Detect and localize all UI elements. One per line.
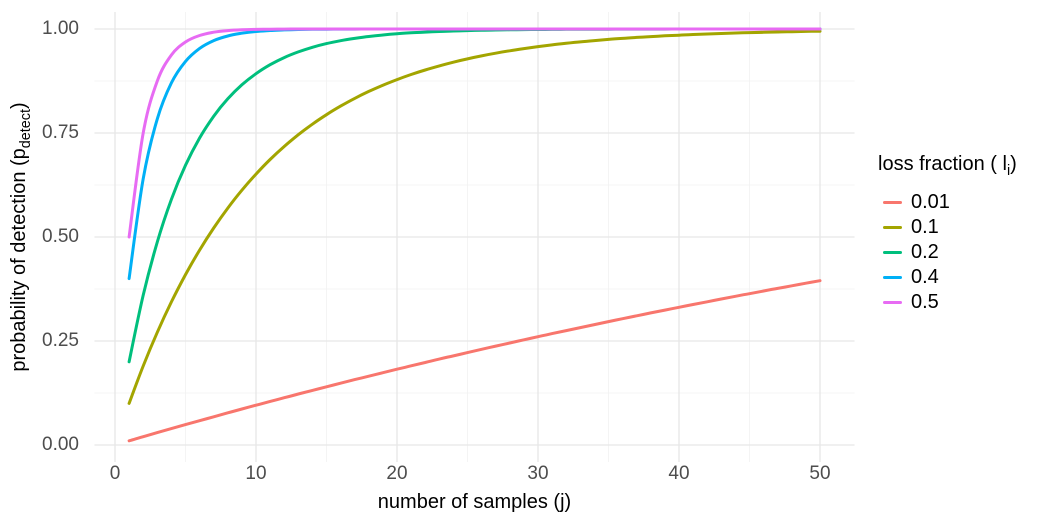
legend-item-label: 0.5 — [911, 291, 939, 313]
legend-item-0.2: 0.2 — [878, 240, 1017, 265]
legend-key-line — [883, 275, 902, 280]
x-tick-label: 30 — [527, 463, 549, 484]
legend-title-text: loss fraction ( l — [878, 153, 1007, 175]
legend: loss fraction ( li) 0.01 0.1 0.2 0.4 0.5 — [878, 153, 1017, 315]
x-tick-label: 10 — [245, 463, 267, 484]
x-tick-label: 50 — [809, 463, 831, 484]
legend-items: 0.01 0.1 0.2 0.4 0.5 — [878, 190, 1017, 315]
y-axis-title-close: ) — [8, 102, 30, 109]
legend-key-line — [883, 225, 902, 230]
legend-key-line — [883, 300, 902, 305]
legend-key-line — [883, 200, 902, 205]
legend-item-label: 0.4 — [911, 266, 939, 288]
y-axis-title-subscript: detect — [18, 109, 34, 149]
legend-title: loss fraction ( li) — [878, 153, 1017, 179]
x-tick-label: 0 — [109, 463, 121, 484]
legend-key-line — [883, 250, 902, 255]
legend-item-label: 0.1 — [911, 216, 939, 238]
x-axis-title: number of samples (j) — [377, 491, 572, 513]
legend-item-label: 0.01 — [911, 191, 950, 213]
x-tick-label: 20 — [386, 463, 408, 484]
legend-item-0.01: 0.01 — [878, 190, 1017, 215]
y-tick-label: 0.50 — [42, 226, 79, 247]
y-tick-label: 1.00 — [42, 18, 79, 39]
series-line-0.4 — [127, 27, 822, 281]
series-line-0.1 — [127, 29, 822, 405]
y-tick-label: 0.25 — [42, 330, 79, 351]
y-tick-label: 0.00 — [42, 434, 79, 455]
legend-item-0.1: 0.1 — [878, 215, 1017, 240]
legend-title-close: ) — [1010, 153, 1017, 175]
legend-title-subscript: i — [1006, 163, 1011, 179]
series-line-0.5 — [127, 27, 822, 239]
y-tick-label: 0.75 — [42, 122, 79, 143]
series-line-0.2 — [127, 27, 822, 364]
legend-item-0.4: 0.4 — [878, 265, 1017, 290]
legend-item-0.5: 0.5 — [878, 290, 1017, 315]
y-axis-title: probability of detection (pdetect) — [8, 102, 34, 371]
series-line-0.01 — [127, 279, 822, 443]
x-tick-label: 40 — [668, 463, 690, 484]
y-axis-title-text: probability of detection (p — [8, 148, 30, 372]
legend-item-label: 0.2 — [911, 241, 939, 263]
